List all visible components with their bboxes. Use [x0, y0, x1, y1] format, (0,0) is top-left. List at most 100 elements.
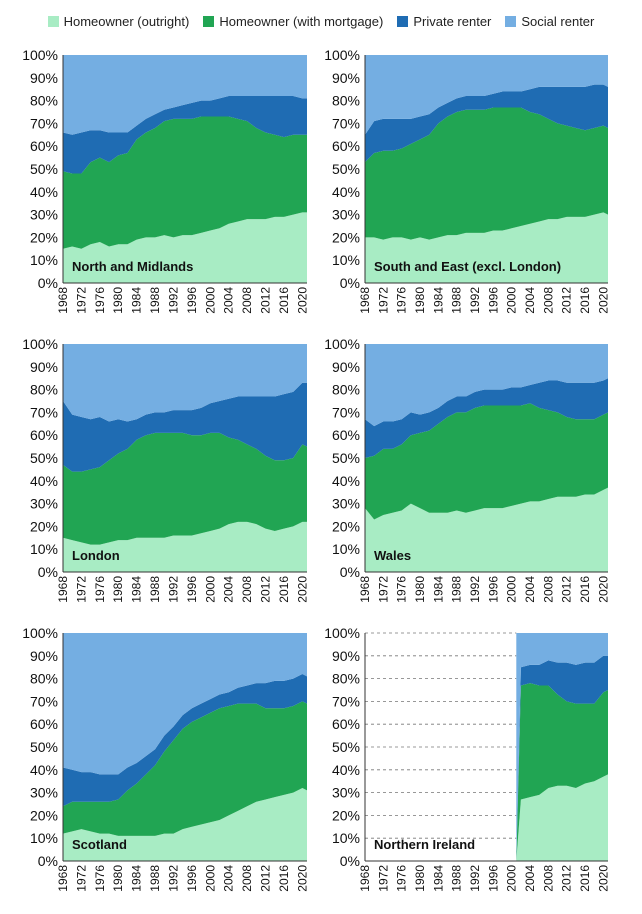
x-tick-label: 1980: [413, 287, 427, 314]
x-tick-label: 2000: [203, 865, 217, 892]
x-tick-label: 1988: [148, 287, 162, 314]
legend-item: Private renter: [397, 14, 491, 29]
panel-3: 0% 10% 20% 30% 40% 50% 60% 70% 80% 90% 100% 1968 197…: [324, 336, 610, 603]
x-tick-label: 1980: [111, 576, 125, 603]
y-tick-label: 100%: [324, 625, 360, 641]
x-tick-label: 1972: [74, 865, 88, 892]
y-tick-label: 70%: [30, 693, 58, 709]
y-tick-label: 90%: [30, 70, 58, 86]
area-series-3: [365, 55, 608, 135]
x-tick-label: 1988: [148, 576, 162, 603]
x-tick-label: 2008: [541, 287, 555, 314]
x-tick-label: 2020: [295, 865, 309, 892]
y-tick-label: 20%: [332, 518, 360, 534]
area-series-2: [63, 674, 307, 807]
x-tick-label: 1976: [395, 287, 409, 314]
x-tick-label: 1988: [450, 865, 464, 892]
legend-label: Social renter: [521, 13, 595, 29]
legend-label: Homeowner (with mortgage): [219, 13, 384, 29]
y-tick-label: 90%: [332, 70, 360, 86]
x-tick-label: 1972: [74, 287, 88, 314]
area-series-1: [63, 116, 307, 249]
x-tick-label: 2016: [277, 865, 291, 892]
area-series-0: [365, 487, 608, 572]
x-tick-label: 1996: [486, 576, 500, 603]
x-tick-label: 1988: [450, 576, 464, 603]
panel-1: 0% 10% 20% 30% 40% 50% 60% 70% 80% 90% 100% 1968 197…: [324, 47, 610, 314]
area-series-3: [516, 633, 608, 861]
x-tick-label: 2020: [596, 576, 610, 603]
x-tick-label: 2012: [560, 865, 574, 892]
y-tick-label: 100%: [22, 336, 58, 352]
x-tick-label: 1992: [166, 287, 180, 314]
legend-swatch: [397, 15, 409, 27]
x-tick-label: 1984: [130, 865, 144, 892]
y-tick-label: 10%: [332, 252, 360, 268]
y-tick-label: 10%: [30, 541, 58, 557]
y-tick-label: 40%: [332, 762, 360, 778]
panel-title: Wales: [374, 548, 411, 563]
x-tick-label: 1992: [166, 865, 180, 892]
y-tick-label: 10%: [30, 252, 58, 268]
panel-title: Scotland: [72, 837, 127, 852]
y-tick-label: 0%: [340, 275, 360, 291]
y-tick-label: 20%: [30, 229, 58, 245]
y-tick-label: 50%: [332, 739, 360, 755]
x-tick-label: 2020: [295, 576, 309, 603]
x-tick-label: 1976: [93, 287, 107, 314]
y-tick-label: 0%: [38, 564, 58, 580]
x-tick-label: 1984: [431, 287, 445, 314]
area-series-3: [63, 633, 307, 775]
x-tick-label: 1972: [74, 576, 88, 603]
y-tick-label: 50%: [30, 450, 58, 466]
area-series-1: [365, 403, 608, 520]
legend-swatch: [505, 15, 517, 27]
x-tick-label: 2008: [240, 576, 254, 603]
x-tick-label: 1968: [56, 576, 70, 603]
y-tick-label: 10%: [332, 541, 360, 557]
y-tick-label: 100%: [324, 336, 360, 352]
y-tick-label: 20%: [332, 807, 360, 823]
area-series-2: [516, 655, 608, 861]
y-tick-label: 60%: [332, 427, 360, 443]
y-tick-label: 10%: [332, 830, 360, 846]
x-tick-label: 1976: [93, 576, 107, 603]
area-series-1: [365, 107, 608, 240]
x-tick-label: 2016: [578, 865, 592, 892]
x-tick-label: 1988: [148, 865, 162, 892]
y-tick-label: 0%: [340, 564, 360, 580]
y-tick-label: 0%: [38, 275, 58, 291]
y-tick-label: 60%: [332, 138, 360, 154]
x-tick-label: 1972: [376, 287, 390, 314]
panel-4: 0% 10% 20% 30% 40% 50% 60% 70% 80% 90% 100% 1968 197…: [22, 625, 309, 892]
x-tick-label: 2016: [277, 576, 291, 603]
legend: Homeowner (outright) Homeowner (with mort…: [0, 8, 642, 34]
y-tick-label: 70%: [332, 693, 360, 709]
panel-title: Northern Ireland: [374, 837, 475, 852]
y-tick-label: 40%: [332, 184, 360, 200]
y-tick-label: 50%: [30, 161, 58, 177]
y-tick-label: 50%: [332, 450, 360, 466]
x-tick-label: 1976: [395, 865, 409, 892]
y-tick-label: 60%: [30, 427, 58, 443]
y-tick-label: 80%: [30, 671, 58, 687]
x-tick-label: 2016: [578, 287, 592, 314]
y-tick-label: 30%: [332, 207, 360, 223]
x-tick-label: 1996: [185, 287, 199, 314]
y-tick-label: 0%: [38, 853, 58, 869]
x-tick-label: 2012: [259, 865, 273, 892]
y-tick-label: 60%: [30, 138, 58, 154]
y-tick-label: 30%: [332, 496, 360, 512]
area-series-0: [63, 212, 307, 283]
x-tick-label: 1980: [111, 287, 125, 314]
legend-label: Homeowner (outright): [63, 13, 190, 29]
y-tick-label: 10%: [30, 830, 58, 846]
x-tick-label: 1992: [468, 576, 482, 603]
panel-2: 0% 10% 20% 30% 40% 50% 60% 70% 80% 90% 100% 1968 197…: [22, 336, 309, 603]
panel-title: North and Midlands: [72, 259, 193, 274]
x-tick-label: 1992: [468, 287, 482, 314]
y-tick-label: 60%: [332, 716, 360, 732]
y-tick-label: 70%: [30, 115, 58, 131]
x-tick-label: 2012: [259, 576, 273, 603]
x-tick-label: 1992: [468, 865, 482, 892]
